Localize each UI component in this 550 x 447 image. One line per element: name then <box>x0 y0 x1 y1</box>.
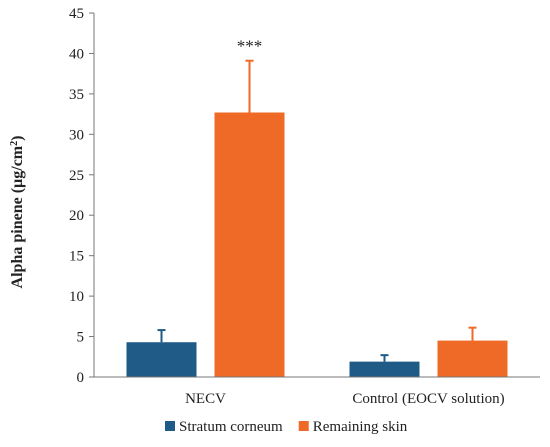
y-tick-label: 40 <box>69 46 84 62</box>
legend-label: Stratum corneum <box>179 419 283 435</box>
y-tick-label: 35 <box>69 87 84 103</box>
legend-swatch <box>298 421 309 431</box>
significance-annotation: *** <box>237 37 263 56</box>
y-tick-label: 25 <box>69 168 84 184</box>
y-tick-label: 45 <box>69 6 84 22</box>
bar-stratum-corneum <box>349 361 420 377</box>
x-category-label: NECV <box>185 391 226 407</box>
bars: *** <box>126 37 508 377</box>
bar-remaining-skin <box>214 112 285 377</box>
bar-stratum-corneum <box>126 342 197 377</box>
y-tick-label: 30 <box>69 127 84 143</box>
bar-remaining-skin <box>437 340 508 377</box>
legend: Stratum corneum Remaining skin <box>165 419 408 435</box>
y-tick-label: 10 <box>69 289 84 305</box>
y-tick-label: 0 <box>77 370 85 386</box>
legend-swatch <box>165 421 175 431</box>
y-tick-label: 20 <box>69 208 84 224</box>
y-axis-title: Alpha pinene (µg/cm2) <box>9 136 27 289</box>
legend-label: Remaining skin <box>313 419 408 435</box>
y-tick-label: 15 <box>69 249 84 265</box>
x-axis: NECV Control (EOCV solution) <box>94 376 540 407</box>
y-tick-label: 5 <box>77 330 85 346</box>
y-axis: 0 5 10 15 20 25 30 35 40 45 <box>69 6 95 386</box>
x-category-label: Control (EOCV solution) <box>352 391 504 407</box>
